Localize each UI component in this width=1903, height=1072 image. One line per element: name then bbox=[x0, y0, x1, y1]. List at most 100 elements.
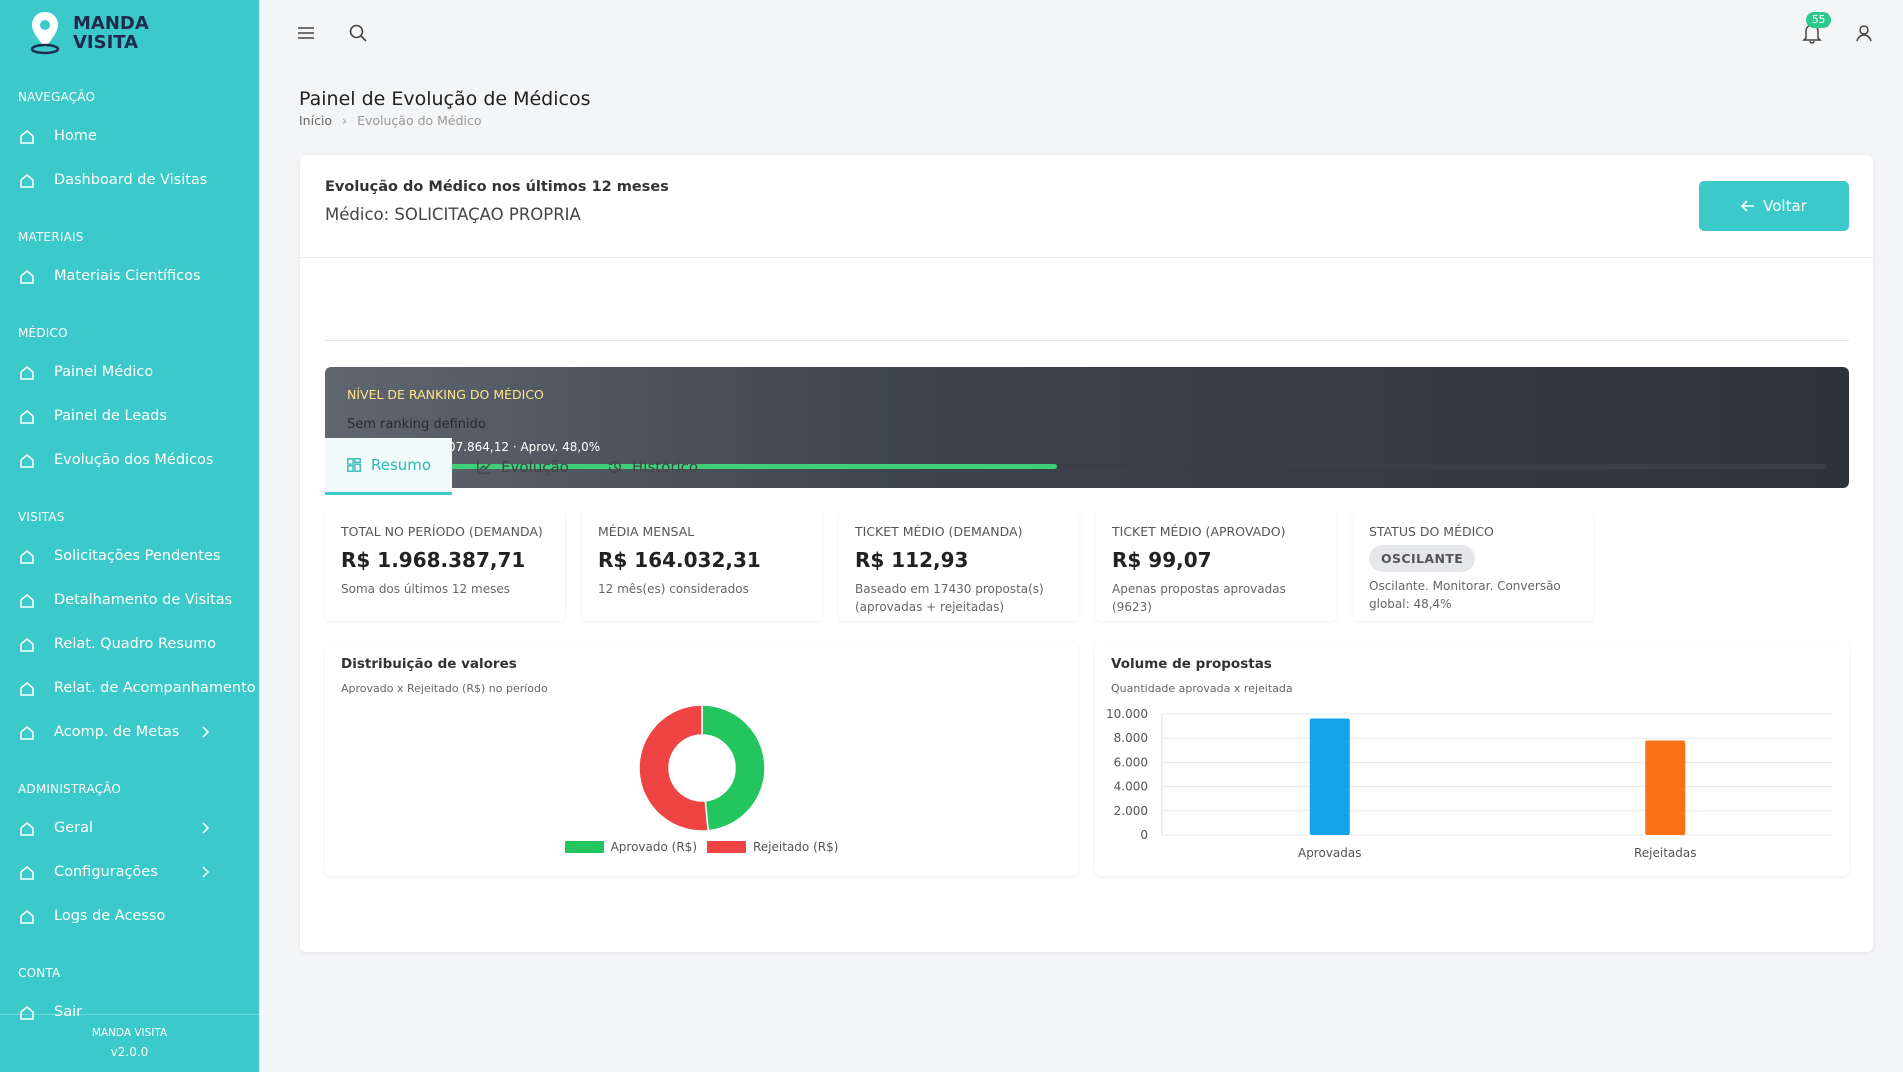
icon-path bbox=[20, 366, 34, 380]
section-title: MATERIAIS bbox=[18, 230, 84, 244]
kpi-note: Apenas propostas aprovadas (9623) bbox=[1112, 582, 1286, 614]
icon bbox=[20, 550, 34, 564]
brand-line: MANDA bbox=[73, 13, 149, 34]
icon-path bbox=[20, 174, 34, 188]
icon-path bbox=[20, 682, 34, 696]
ranking-box: NÍVEL DE RANKING DO MÉDICO Sem ranking d… bbox=[325, 367, 1849, 488]
kpi-card: MÉDIA MENSAL R$ 164.032,31 12 mês(es) cons… bbox=[582, 510, 822, 621]
nav-label: Sair bbox=[54, 1004, 83, 1020]
nav-label: Relat. Quadro Resumo bbox=[54, 636, 217, 652]
y-tick-label: 6.000 bbox=[1114, 755, 1148, 769]
legend-label: Aprovado (R$) bbox=[610, 840, 697, 854]
icon-path bbox=[20, 270, 34, 284]
nav-item[interactable]: Materiais Científicos bbox=[0, 254, 259, 298]
nav-item[interactable]: Painel de Leads bbox=[0, 394, 259, 438]
nav-item[interactable]: Home bbox=[0, 114, 259, 158]
kpi-card: TICKET MÉDIO (DEMANDA) R$ 112,93 Baseado e… bbox=[839, 510, 1079, 621]
ranking-label: NÍVEL DE RANKING DO MÉDICO bbox=[347, 387, 544, 402]
x-tick-label: Aprovadas bbox=[1298, 846, 1362, 860]
nav-item[interactable]: Solicitações Pendentes bbox=[0, 534, 259, 578]
nav-label: Evolução dos Médicos bbox=[54, 452, 214, 468]
kpi-note: Baseado em 17430 proposta(s) (aprovadas … bbox=[855, 582, 1044, 614]
nav-item[interactable]: Dashboard de Visitas bbox=[0, 158, 259, 202]
nav-item[interactable]: Configurações bbox=[0, 850, 259, 894]
sidebar-footer: MANDA VISITA v2.0.0 bbox=[0, 1014, 259, 1072]
nav-item[interactable]: Acomp. de Metas bbox=[0, 710, 259, 754]
icon bbox=[20, 682, 34, 696]
icon bbox=[20, 410, 34, 424]
icon-path bbox=[20, 594, 34, 608]
kpi-label: TICKET MÉDIO (DEMANDA) bbox=[855, 524, 1023, 539]
section-title: ADMINISTRAÇÃO bbox=[18, 782, 122, 796]
section-title: MÉDICO bbox=[18, 326, 68, 340]
icon-path bbox=[20, 1006, 34, 1020]
icon-path bbox=[20, 410, 34, 424]
kpi-label: MÉDIA MENSAL bbox=[598, 524, 695, 539]
section-title: CONTA bbox=[18, 966, 61, 980]
legend-label: Rejeitado (R$) bbox=[753, 840, 839, 854]
brand-line: VISITA bbox=[73, 32, 139, 53]
tab[interactable]: Resumo bbox=[325, 438, 453, 495]
nav-label: Painel Médico bbox=[54, 364, 154, 380]
kpi-card: TICKET MÉDIO (APROVADO) R$ 99,07 Apenas pr… bbox=[1096, 510, 1336, 621]
donut-slice bbox=[638, 704, 710, 832]
nav-label: Relat. de Acompanhamento bbox=[54, 680, 256, 696]
breadcrumb-current: Evolução do Médico bbox=[357, 113, 482, 128]
kpi-label: TOTAL NO PERÍODO (DEMANDA) bbox=[341, 524, 543, 539]
bar bbox=[1309, 718, 1350, 835]
nav-item[interactable]: Relat. de Acompanhamento bbox=[0, 666, 259, 710]
kpi-label: STATUS DO MÉDICO bbox=[1369, 524, 1494, 539]
brand: MANDA VISITA bbox=[73, 14, 149, 52]
icon-path bbox=[477, 460, 491, 474]
breadcrumb-link[interactable]: Início bbox=[299, 113, 333, 128]
kpi-note: Soma dos últimos 12 meses bbox=[341, 582, 510, 596]
nav-item[interactable]: Geral bbox=[0, 806, 259, 850]
chevron-path bbox=[202, 866, 210, 878]
icon bbox=[347, 458, 361, 472]
search-button[interactable] bbox=[348, 23, 368, 43]
kpi-value: R$ 164.032,31 bbox=[598, 548, 761, 572]
nav-item[interactable]: Detalhamento de Visitas bbox=[0, 578, 259, 622]
icon bbox=[20, 594, 34, 608]
icon-path bbox=[609, 460, 621, 473]
back-button[interactable]: Voltar bbox=[1699, 181, 1849, 231]
tab-label: Histórico bbox=[632, 457, 699, 476]
icon bbox=[20, 726, 34, 740]
section-title: VISITAS bbox=[18, 510, 65, 524]
menu-button[interactable] bbox=[296, 24, 316, 42]
nav-label: Painel de Leads bbox=[54, 408, 167, 424]
kpi-note: Oscilante. Monitorar. Conversão global: … bbox=[1369, 579, 1561, 611]
y-tick-label: 10.000 bbox=[1106, 707, 1148, 721]
sidebar: MANDA VISITA NAVEGAÇÃO Home Dashboard de V… bbox=[0, 0, 259, 1072]
user-button[interactable] bbox=[1854, 23, 1874, 43]
y-tick-label: 0 bbox=[1140, 828, 1148, 842]
icon bbox=[20, 454, 34, 468]
kpi-label: TICKET MÉDIO (APROVADO) bbox=[1112, 524, 1286, 539]
kpi-value: R$ 1.968.387,71 bbox=[341, 548, 526, 572]
icon bbox=[609, 460, 621, 473]
chevron bbox=[202, 866, 210, 878]
icon-path bbox=[20, 910, 34, 924]
progress-fill bbox=[347, 464, 1058, 469]
chart-subtitle: Quantidade aprovada x rejeitada bbox=[1111, 682, 1293, 695]
nav-item[interactable]: Logs de Acesso bbox=[0, 894, 259, 938]
panel-heading: Evolução do Médico nos últimos 12 meses bbox=[325, 179, 669, 195]
notification-badge: 55 bbox=[1806, 12, 1832, 28]
nav-item[interactable]: Evolução dos Médicos bbox=[0, 438, 259, 482]
nav-item[interactable]: Sair bbox=[0, 990, 259, 1034]
kpi-note: 12 mês(es) considerados bbox=[598, 582, 749, 596]
nav-item[interactable]: Relat. Quadro Resumo bbox=[0, 622, 259, 666]
icon bbox=[20, 366, 34, 380]
chart-title: Distribuição de valores bbox=[341, 656, 517, 672]
footer-version: v2.0.0 bbox=[110, 1045, 149, 1059]
tab[interactable]: Evolução bbox=[455, 438, 590, 495]
y-tick-label: 8.000 bbox=[1114, 731, 1148, 745]
icon bbox=[20, 866, 34, 880]
tab[interactable]: Histórico bbox=[586, 438, 719, 495]
chevron-path bbox=[202, 822, 210, 834]
icon-path bbox=[20, 638, 34, 652]
chart-title: Volume de propostas bbox=[1111, 656, 1272, 672]
kpi-card: STATUS DO MÉDICO OSCILANTE Oscilante. Moni… bbox=[1353, 510, 1593, 621]
nav-item[interactable]: Painel Médico bbox=[0, 350, 259, 394]
